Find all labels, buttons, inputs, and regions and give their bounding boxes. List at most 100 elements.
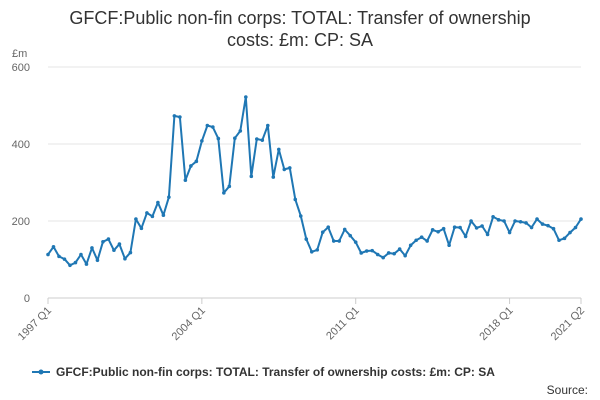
data-point[interactable]	[425, 239, 429, 243]
data-point[interactable]	[255, 137, 259, 141]
data-point[interactable]	[244, 95, 248, 99]
data-point[interactable]	[447, 243, 451, 248]
data-point[interactable]	[381, 255, 385, 260]
data-point[interactable]	[408, 243, 413, 248]
data-point[interactable]	[161, 213, 166, 218]
data-point[interactable]	[518, 219, 523, 224]
data-point[interactable]	[496, 218, 501, 222]
data-point[interactable]	[183, 178, 188, 182]
data-point[interactable]	[249, 174, 254, 179]
data-point[interactable]	[73, 260, 78, 265]
data-point[interactable]	[507, 230, 512, 235]
data-point[interactable]	[326, 225, 331, 229]
data-point[interactable]	[309, 250, 314, 254]
data-point[interactable]	[397, 247, 402, 251]
data-point[interactable]	[293, 197, 298, 202]
data-point[interactable]	[172, 114, 177, 118]
data-point[interactable]	[62, 257, 67, 261]
data-point[interactable]	[414, 238, 418, 243]
data-point[interactable]	[573, 225, 578, 230]
data-point[interactable]	[392, 251, 396, 256]
data-point[interactable]	[364, 249, 369, 253]
data-point[interactable]	[513, 219, 517, 223]
data-point[interactable]	[260, 138, 265, 142]
data-point[interactable]	[458, 225, 462, 230]
data-point[interactable]	[529, 225, 534, 230]
data-point[interactable]	[200, 139, 204, 143]
x-tick-label-0: 1997 Q1	[16, 305, 54, 343]
data-point[interactable]	[298, 214, 303, 218]
data-point[interactable]	[205, 123, 210, 128]
data-point[interactable]	[139, 226, 144, 231]
data-point[interactable]	[216, 136, 221, 141]
data-point[interactable]	[112, 248, 116, 253]
data-point[interactable]	[485, 232, 490, 237]
data-point[interactable]	[551, 226, 556, 231]
data-point[interactable]	[282, 167, 287, 172]
data-point[interactable]	[359, 251, 364, 255]
data-point[interactable]	[419, 235, 424, 239]
data-point[interactable]	[276, 147, 281, 152]
data-point[interactable]	[524, 221, 528, 225]
data-point[interactable]	[167, 195, 171, 199]
data-point[interactable]	[304, 237, 309, 241]
data-point[interactable]	[189, 164, 193, 168]
data-point[interactable]	[474, 226, 479, 230]
data-point[interactable]	[57, 254, 61, 259]
data-point[interactable]	[238, 129, 243, 133]
data-point[interactable]	[134, 217, 138, 221]
data-point[interactable]	[68, 263, 72, 268]
data-point[interactable]	[79, 252, 83, 257]
data-point[interactable]	[557, 238, 561, 243]
data-point[interactable]	[315, 248, 320, 252]
data-point[interactable]	[348, 233, 353, 238]
data-point[interactable]	[540, 222, 545, 226]
data-point[interactable]	[51, 244, 56, 249]
data-point[interactable]	[491, 214, 495, 219]
data-point[interactable]	[502, 219, 506, 223]
data-point[interactable]	[441, 226, 446, 231]
legend[interactable]: GFCF:Public non-fin corps: TOTAL: Transf…	[32, 365, 495, 379]
data-point[interactable]	[90, 246, 94, 250]
data-point[interactable]	[101, 239, 105, 244]
data-point[interactable]	[265, 123, 270, 128]
data-point[interactable]	[287, 166, 292, 170]
data-point[interactable]	[480, 224, 484, 228]
data-point[interactable]	[562, 236, 567, 241]
data-point[interactable]	[95, 258, 100, 263]
data-point[interactable]	[370, 248, 374, 253]
data-point[interactable]	[233, 136, 237, 141]
data-point[interactable]	[568, 230, 572, 235]
data-point[interactable]	[128, 250, 133, 255]
data-point[interactable]	[452, 225, 457, 229]
data-point[interactable]	[150, 214, 155, 219]
data-point[interactable]	[342, 227, 347, 232]
data-point[interactable]	[123, 256, 127, 261]
data-point[interactable]	[430, 228, 435, 232]
data-point[interactable]	[331, 239, 336, 243]
data-point[interactable]	[353, 240, 358, 244]
data-point[interactable]	[227, 184, 232, 189]
data-point[interactable]	[271, 175, 276, 179]
data-point[interactable]	[403, 253, 407, 258]
data-point[interactable]	[337, 239, 342, 243]
data-point[interactable]	[178, 115, 182, 119]
data-point[interactable]	[211, 125, 215, 129]
data-point[interactable]	[145, 211, 149, 215]
data-point[interactable]	[436, 229, 440, 234]
data-point[interactable]	[320, 230, 325, 234]
data-point[interactable]	[579, 217, 583, 221]
data-point[interactable]	[546, 223, 550, 228]
data-point[interactable]	[386, 251, 391, 255]
data-point[interactable]	[463, 234, 468, 239]
data-point[interactable]	[46, 252, 50, 257]
data-point[interactable]	[117, 242, 122, 246]
data-point[interactable]	[469, 219, 473, 223]
data-point[interactable]	[156, 200, 160, 205]
data-point[interactable]	[106, 237, 111, 241]
data-point[interactable]	[375, 252, 380, 257]
data-point[interactable]	[84, 262, 89, 266]
data-point[interactable]	[222, 191, 226, 195]
data-point[interactable]	[194, 159, 199, 164]
data-point[interactable]	[535, 217, 539, 221]
